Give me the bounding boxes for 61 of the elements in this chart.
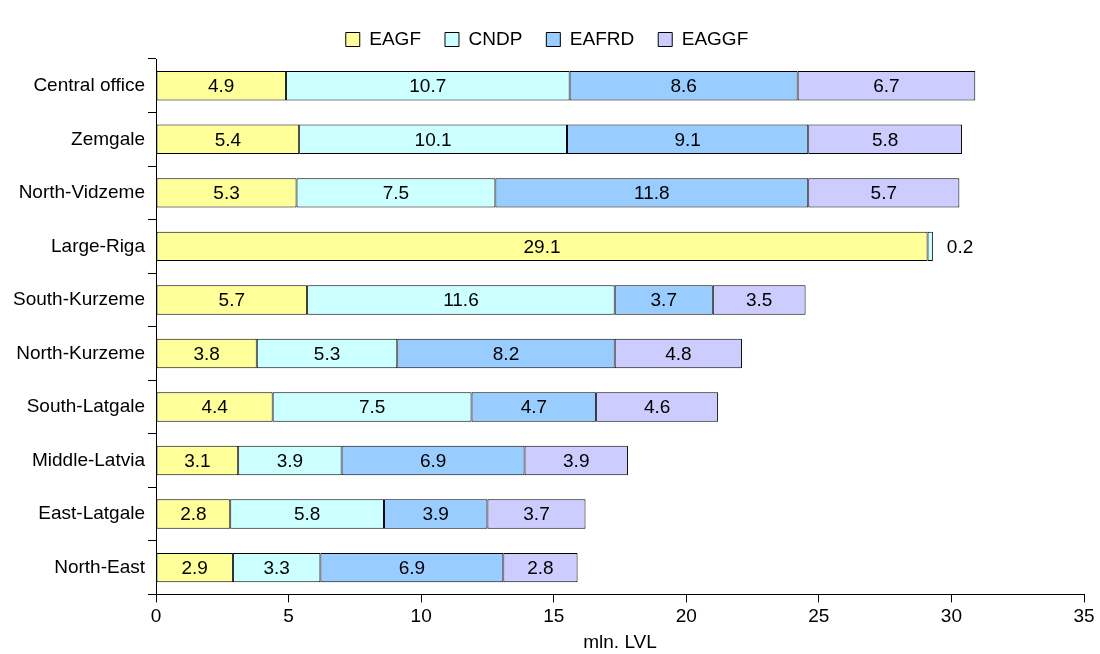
data-label: 5.3 bbox=[313, 342, 341, 364]
y-tick-label: Central office bbox=[33, 74, 146, 95]
data-label: 6.7 bbox=[873, 75, 900, 96]
data-label: 8.2 bbox=[492, 342, 520, 364]
y-tick-label: Zemgale bbox=[71, 127, 146, 149]
x-tick-label: 20 bbox=[675, 605, 697, 627]
data-label: 4.6 bbox=[643, 396, 671, 418]
x-tick-label: 25 bbox=[808, 605, 830, 627]
data-label: 8.6 bbox=[670, 75, 697, 96]
data-label: 3.9 bbox=[422, 503, 449, 525]
x-tick-label: 10 bbox=[410, 605, 432, 627]
y-tick-label: North-Vidzeme bbox=[18, 181, 146, 203]
data-label: 5.7 bbox=[218, 289, 246, 311]
y-tick-label: Large-Riga bbox=[51, 234, 146, 256]
data-label: 2.9 bbox=[181, 556, 208, 578]
data-label: 7.5 bbox=[382, 182, 410, 204]
data-label: 4.9 bbox=[208, 75, 235, 96]
legend-label: EAFRD bbox=[569, 27, 635, 49]
data-label: 6.9 bbox=[398, 556, 426, 578]
data-label: 2.8 bbox=[527, 556, 554, 578]
data-label: 3.9 bbox=[563, 449, 590, 471]
x-tick-label: 15 bbox=[543, 605, 565, 627]
x-tick-label: 30 bbox=[940, 605, 962, 627]
legend-label: EAGGF bbox=[681, 27, 749, 49]
data-label: 4.8 bbox=[665, 342, 692, 364]
data-label: 10.7 bbox=[409, 75, 447, 96]
data-label: 5.7 bbox=[870, 182, 898, 204]
y-tick-label: Middle-Latvia bbox=[32, 448, 146, 470]
x-axis-title: mln. LVL bbox=[583, 630, 657, 652]
data-label: 3.8 bbox=[193, 342, 220, 364]
data-label: 6.9 bbox=[419, 449, 447, 471]
data-label: 9.1 bbox=[674, 128, 701, 150]
x-tick-label: 0 bbox=[150, 605, 162, 627]
data-label: 3.7 bbox=[523, 503, 550, 525]
data-label: 11.8 bbox=[634, 182, 670, 204]
data-label: 0.2 bbox=[946, 235, 974, 257]
y-tick-label: North-Kurzeme bbox=[16, 341, 146, 363]
y-tick-label: North-East bbox=[54, 555, 146, 577]
data-label: 29.1 bbox=[523, 235, 561, 257]
y-tick-label: South-Latgale bbox=[26, 395, 146, 417]
legend-label: EAGF bbox=[369, 27, 421, 49]
data-label: 7.5 bbox=[358, 396, 386, 418]
x-tick-label: 5 bbox=[283, 605, 294, 627]
data-label: 3.7 bbox=[650, 289, 677, 311]
data-label: 11.6 bbox=[443, 289, 479, 311]
data-label: 5.8 bbox=[293, 503, 321, 525]
y-tick-label: South-Kurzeme bbox=[12, 288, 146, 310]
data-label: 3.3 bbox=[263, 556, 290, 578]
data-label: 3.5 bbox=[745, 289, 773, 311]
data-label: 5.4 bbox=[214, 128, 242, 150]
x-tick-label: 35 bbox=[1073, 605, 1095, 627]
data-label: 5.3 bbox=[213, 182, 240, 204]
data-label: 5.8 bbox=[871, 128, 899, 150]
data-label: 3.9 bbox=[276, 449, 304, 471]
y-tick-label: East-Latgale bbox=[38, 502, 146, 524]
data-label: 4.7 bbox=[520, 396, 548, 418]
legend-label: CNDP bbox=[468, 27, 523, 49]
data-label: 3.1 bbox=[184, 449, 211, 471]
data-label: 4.4 bbox=[201, 396, 229, 418]
data-label: 10.1 bbox=[414, 128, 452, 150]
data-label: 2.8 bbox=[180, 503, 207, 525]
